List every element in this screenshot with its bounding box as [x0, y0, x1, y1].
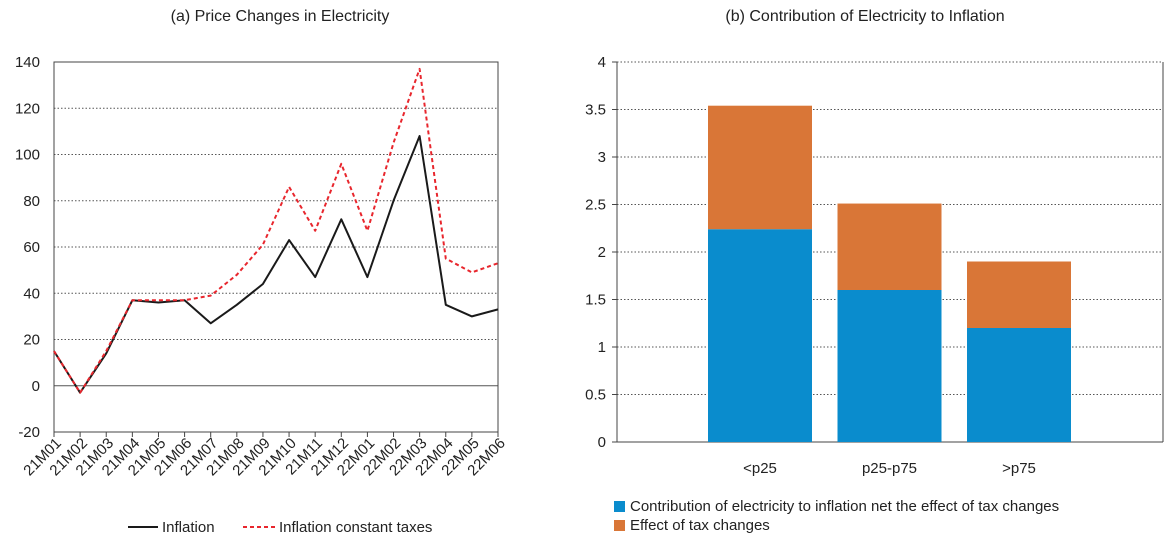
legend-label: Inflation	[162, 519, 215, 536]
bar-tax-effect	[708, 105, 812, 230]
stacked-bar-chart: 4 3.5 3 2.5 2 1.5 1 0.5 0 <p25 p25-p75 >p75	[585, 54, 1164, 477]
y-tick-label: 4	[598, 54, 606, 71]
legend-item-net-contribution: Contribution of electricity to inflation…	[614, 498, 1059, 515]
y-tick-label: 60	[23, 239, 40, 256]
y-tick-label: -20	[18, 424, 40, 441]
y-tick-label: 2	[598, 244, 606, 261]
legend-swatch-net-contribution	[614, 501, 625, 512]
y-tick-label: 3	[598, 149, 606, 166]
series-line-inflation-constant-taxes	[53, 67, 499, 394]
y-tick-label: 2.5	[585, 197, 606, 214]
bar-tax-effect	[967, 261, 1071, 328]
y-tick-label: 120	[15, 100, 40, 117]
y-tick-label: 0	[32, 378, 40, 395]
line-chart: 140120100806040200-2021M0121M0221M0321M0…	[15, 54, 509, 536]
series-line-inflation	[53, 135, 499, 394]
x-category-label: p25-p75	[862, 460, 917, 477]
bar-net-contribution	[837, 290, 942, 442]
y-tick-label: 1	[598, 339, 606, 356]
y-tick-label: 40	[23, 285, 40, 302]
y-tick-label: 0	[598, 434, 606, 451]
y-tick-label: 140	[15, 54, 40, 71]
legend-swatch-tax-effect	[614, 520, 625, 531]
plot-frame	[53, 61, 499, 433]
legend-label-net-contribution: Contribution of electricity to inflation…	[630, 498, 1060, 515]
y-tick-label: 100	[15, 147, 40, 164]
y-tick-label: 80	[23, 193, 40, 210]
legend-label: Inflation constant taxes	[279, 519, 432, 536]
y-tick-label: 3.5	[585, 102, 606, 119]
legend-item-tax-effect: Effect of tax changes	[614, 517, 770, 534]
bar-net-contribution	[967, 328, 1071, 442]
x-category-label: <p25	[743, 460, 777, 477]
bar-tax-effect	[837, 203, 942, 290]
chart-b-title: (b) Contribution of Electricity to Infla…	[725, 8, 1005, 25]
bar-net-contribution	[708, 229, 812, 442]
chart-a-title: (a) Price Changes in Electricity	[170, 8, 390, 25]
y-tick-label: 1.5	[585, 292, 606, 309]
chart-panel-b: (b) Contribution of Electricity to Infla…	[560, 0, 1170, 544]
y-tick-label: 20	[23, 332, 40, 349]
chart-panel-a: (a) Price Changes in Electricity 140 120 1…	[0, 0, 560, 544]
y-tick-label: 0.5	[585, 387, 606, 404]
legend-label-tax-effect: Effect of tax changes	[630, 517, 770, 534]
x-category-label: >p75	[1002, 460, 1036, 477]
